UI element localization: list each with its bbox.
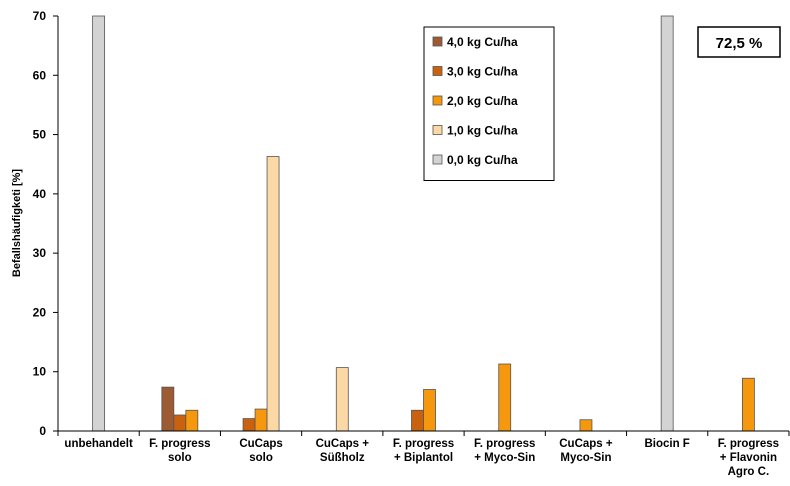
legend-swatch xyxy=(432,125,443,135)
y-tick-label: 70 xyxy=(33,9,47,23)
y-tick-label: 30 xyxy=(33,246,47,260)
y-tick-label: 40 xyxy=(33,187,47,201)
bar-0-0-kg-cu-ha xyxy=(92,15,106,432)
annotation-label: 72,5 % xyxy=(716,35,763,52)
y-tick-labels: 0 10 20 30 40 50 60 70 xyxy=(33,9,47,438)
y-tick-label: 0 xyxy=(39,424,46,438)
y-tick-label: 10 xyxy=(33,365,47,379)
legend-box xyxy=(423,26,555,181)
legend-swatch xyxy=(432,154,443,165)
bars xyxy=(92,15,755,432)
x-category-label: F. progress + Biplantol xyxy=(393,438,454,464)
bar-3-0-kg-cu-ha xyxy=(411,409,424,432)
bar-2-0-kg-cu-ha xyxy=(254,408,268,432)
legend-label: 4,0 kg Cu/ha xyxy=(447,35,518,49)
bar-2-0-kg-cu-ha xyxy=(498,363,512,432)
legend-swatch xyxy=(432,95,443,106)
x-category-label: F. progress solo xyxy=(149,438,210,464)
legend-label: 2,0 kg Cu/ha xyxy=(447,94,518,108)
x-category-label: CuCaps + Süßholz xyxy=(316,438,370,464)
bar-1-0-kg-cu-ha xyxy=(266,156,280,432)
bar-4-0-kg-cu-ha xyxy=(161,386,175,432)
bar-0-0-kg-cu-ha xyxy=(660,15,674,432)
annotation-box: 72,5 % xyxy=(697,26,781,58)
x-category-label: CuCaps + Myco-Sin xyxy=(559,438,613,464)
legend-swatch xyxy=(432,36,443,47)
x-category-label: F. progress + Myco-Sin xyxy=(474,438,535,464)
y-tick-label: 60 xyxy=(33,68,47,82)
x-category-label: CuCaps solo xyxy=(239,438,282,464)
legend: 4,0 kg Cu/ha 3,0 kg Cu/ha 2,0 kg Cu/ha 1,0 … xyxy=(423,26,555,181)
x-category-label: unbehandelt xyxy=(64,438,133,450)
bar-2-0-kg-cu-ha xyxy=(579,419,593,432)
legend-label: 3,0 kg Cu/ha xyxy=(447,65,518,79)
bar-2-0-kg-cu-ha xyxy=(185,409,199,432)
bar-1-0-kg-cu-ha xyxy=(335,367,349,432)
legend-swatch xyxy=(432,66,443,76)
bar-3-0-kg-cu-ha xyxy=(173,414,187,432)
y-axis-label: Befallshäufigketi [%] xyxy=(11,169,23,278)
x-category-label: Biocin F xyxy=(644,438,689,450)
legend-label: 1,0 kg Cu/ha xyxy=(447,124,518,138)
x-category-labels: unbehandelt F. progress solo CuCaps solo CuCa… xyxy=(64,438,779,478)
annotation-frame xyxy=(697,26,781,58)
bar-2-0-kg-cu-ha xyxy=(423,389,436,432)
bar-3-0-kg-cu-ha xyxy=(242,418,256,432)
legend-label: 0,0 kg Cu/ha xyxy=(447,153,518,167)
x-category-label: F. progress + Flavonin Agro C. xyxy=(718,438,779,478)
y-tick-label: 20 xyxy=(33,305,47,319)
bar-2-0-kg-cu-ha xyxy=(741,377,755,432)
axes xyxy=(53,15,790,436)
y-tick-label: 50 xyxy=(33,128,47,142)
